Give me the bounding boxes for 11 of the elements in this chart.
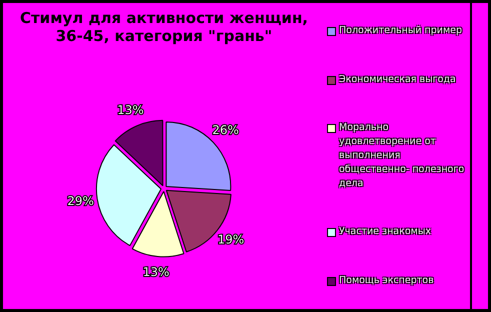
data-label: 13% [142,264,170,279]
legend-label: Морально удовлетворение от выполнения общественно- полезного дела [339,120,466,191]
legend-label: Помощь экспертов [339,274,434,288]
legend-label: Участие знакомых [339,225,431,240]
data-label: 26% [212,122,239,137]
chart-title: Стимул для активности женщин, 36-45, категория "грань" [18,9,310,45]
data-label: 29% [67,194,94,208]
data-label: 19% [217,232,244,246]
legend-label: Положительный пример [339,24,462,38]
legend-label: Экономическая выгода [339,72,456,87]
data-label: 13% [117,103,144,118]
